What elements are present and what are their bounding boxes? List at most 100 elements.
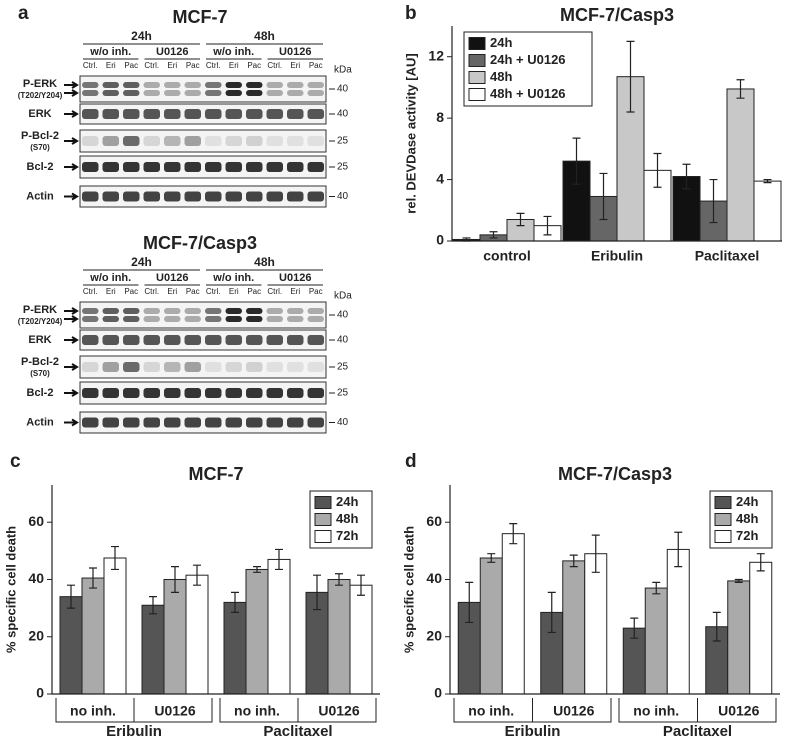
band xyxy=(246,417,263,428)
group-label: Paclitaxel xyxy=(663,723,732,739)
time-label: 48h xyxy=(254,255,275,269)
band xyxy=(102,82,119,88)
arrow xyxy=(64,110,79,118)
bar xyxy=(562,560,586,695)
band xyxy=(205,109,222,119)
band xyxy=(287,388,304,398)
y-tick-label: 20 xyxy=(426,627,442,643)
band xyxy=(82,362,99,372)
error-bar xyxy=(734,578,743,583)
band xyxy=(287,335,304,345)
legend-label: 48h xyxy=(336,511,358,526)
y-tick-label: 12 xyxy=(428,47,444,63)
band xyxy=(287,417,304,428)
arrow xyxy=(64,418,79,427)
band xyxy=(164,362,181,372)
band xyxy=(225,82,242,88)
band xyxy=(123,191,140,202)
error-bar xyxy=(335,573,343,586)
error-bar xyxy=(489,231,498,239)
band xyxy=(164,162,181,172)
band xyxy=(246,308,263,314)
row-label: Actin xyxy=(26,416,54,428)
band xyxy=(225,136,242,146)
band xyxy=(164,308,181,314)
error-bar xyxy=(89,567,97,589)
unit-label: kDa xyxy=(334,65,352,76)
group-label: Eribulin xyxy=(106,723,162,739)
arrow xyxy=(64,363,79,371)
band xyxy=(184,191,201,202)
error-bar xyxy=(591,534,600,573)
band xyxy=(164,316,181,322)
band xyxy=(184,162,201,172)
y-tick-label: 8 xyxy=(436,109,444,125)
bar xyxy=(59,596,83,695)
error-bar xyxy=(756,553,765,572)
lane-label: Pac xyxy=(124,61,138,70)
x-tick-label: U0126 xyxy=(553,703,594,719)
band xyxy=(205,417,222,428)
error-bar xyxy=(674,531,683,568)
blot-frame xyxy=(79,185,327,208)
error-bar xyxy=(487,553,496,563)
legend-swatch xyxy=(468,71,486,84)
marker-label: 25 xyxy=(337,388,349,399)
band xyxy=(143,82,160,88)
band xyxy=(184,335,201,345)
y-axis-label: % specific cell death xyxy=(401,526,416,653)
band xyxy=(246,82,263,88)
y-tick-label: 0 xyxy=(434,685,442,701)
band xyxy=(266,335,283,345)
band xyxy=(205,362,222,372)
x-tick-label: U0126 xyxy=(318,703,359,719)
bar xyxy=(749,561,773,695)
bar xyxy=(103,557,127,695)
arrow xyxy=(64,81,79,89)
band xyxy=(225,308,242,314)
lane-label: Ctrl. xyxy=(206,61,221,70)
marker-label: 40 xyxy=(337,191,349,202)
band xyxy=(287,82,304,88)
blot-frame xyxy=(79,301,327,329)
band xyxy=(287,316,304,322)
x-tick-label: control xyxy=(483,248,530,264)
treatment-label: U0126 xyxy=(156,46,188,58)
band xyxy=(123,136,140,146)
blot-title: MCF-7 xyxy=(173,7,228,27)
band xyxy=(184,136,201,146)
band xyxy=(102,335,119,345)
band xyxy=(143,308,160,314)
time-label: 24h xyxy=(131,255,152,269)
band xyxy=(266,308,283,314)
legend-label: 24h + U0126 xyxy=(490,52,566,67)
error-bar xyxy=(509,523,518,545)
legend-swatch xyxy=(714,530,732,543)
band xyxy=(266,109,283,119)
error-bar xyxy=(709,178,718,224)
band xyxy=(164,90,181,96)
band xyxy=(287,109,304,119)
band xyxy=(143,191,160,202)
lane-label: Eri xyxy=(229,287,239,296)
panel-label: b xyxy=(405,3,417,24)
treatment-label: w/o inh. xyxy=(89,46,131,58)
error-bar xyxy=(572,137,581,185)
y-tick-label: 0 xyxy=(436,232,444,248)
band xyxy=(143,316,160,322)
band xyxy=(307,82,324,88)
band xyxy=(246,162,263,172)
row-sublabel: (S70) xyxy=(30,143,50,152)
band xyxy=(205,136,222,146)
arrow xyxy=(64,89,79,97)
band xyxy=(123,335,140,345)
unit-label: kDa xyxy=(334,291,352,302)
marker-label: 40 xyxy=(337,417,349,428)
band xyxy=(246,362,263,372)
legend-swatch xyxy=(314,530,332,543)
blot-frame xyxy=(79,103,327,125)
error-bar xyxy=(682,163,691,190)
band xyxy=(82,82,99,88)
blot-frame xyxy=(79,381,327,405)
band xyxy=(307,90,324,96)
